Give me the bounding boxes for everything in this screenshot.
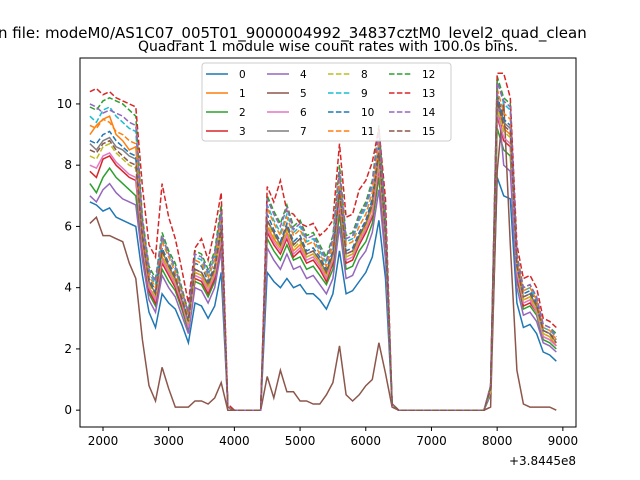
figure-suptitle: n file: modeM0/AS1C07_005T01_9000004992_… bbox=[0, 24, 587, 43]
legend-label-14: 14 bbox=[422, 107, 436, 119]
legend-label-11: 11 bbox=[361, 126, 374, 138]
legend-label-5: 5 bbox=[300, 88, 307, 100]
legend-label-2: 2 bbox=[239, 107, 246, 119]
plot-frame bbox=[79, 57, 577, 428]
y-tick-label: 10 bbox=[57, 97, 72, 111]
y-axis: 0 2 4 6 8 10 bbox=[57, 97, 80, 417]
legend-label-15: 15 bbox=[422, 126, 435, 138]
legend-label-12: 12 bbox=[422, 69, 435, 81]
legend-label-4: 4 bbox=[300, 69, 307, 81]
y-tick-label: 6 bbox=[64, 219, 72, 233]
x-offset-label: +3.8445e8 bbox=[509, 454, 576, 468]
legend-label-6: 6 bbox=[300, 107, 307, 119]
chart-title: Quadrant 1 module wise count rates with … bbox=[138, 39, 518, 55]
legend-label-3: 3 bbox=[239, 126, 246, 138]
legend-label-0: 0 bbox=[239, 69, 246, 81]
x-tick-label: 5000 bbox=[285, 434, 316, 448]
x-tick-label: 9000 bbox=[548, 434, 579, 448]
x-tick-label: 8000 bbox=[482, 434, 513, 448]
y-tick-label: 2 bbox=[64, 342, 72, 356]
series-layer bbox=[89, 72, 557, 411]
legend-label-9: 9 bbox=[361, 88, 368, 100]
x-tick-label: 6000 bbox=[351, 434, 382, 448]
legend-label-13: 13 bbox=[422, 88, 435, 100]
x-tick-label: 2000 bbox=[88, 434, 119, 448]
x-tick-label: 4000 bbox=[219, 434, 250, 448]
legend-box bbox=[201, 62, 452, 142]
y-tick-label: 8 bbox=[64, 158, 72, 172]
series-line-14 bbox=[89, 82, 557, 411]
y-tick-label: 4 bbox=[64, 281, 72, 295]
x-tick-label: 7000 bbox=[416, 434, 447, 448]
x-axis: 2000 3000 4000 5000 6000 7000 8000 9000 bbox=[88, 427, 578, 448]
legend-label-10: 10 bbox=[361, 107, 374, 119]
legend-label-7: 7 bbox=[300, 126, 307, 138]
y-tick-label: 0 bbox=[64, 403, 72, 417]
x-tick-label: 3000 bbox=[153, 434, 184, 448]
legend-label-8: 8 bbox=[361, 69, 368, 81]
legend-label-1: 1 bbox=[239, 88, 246, 100]
